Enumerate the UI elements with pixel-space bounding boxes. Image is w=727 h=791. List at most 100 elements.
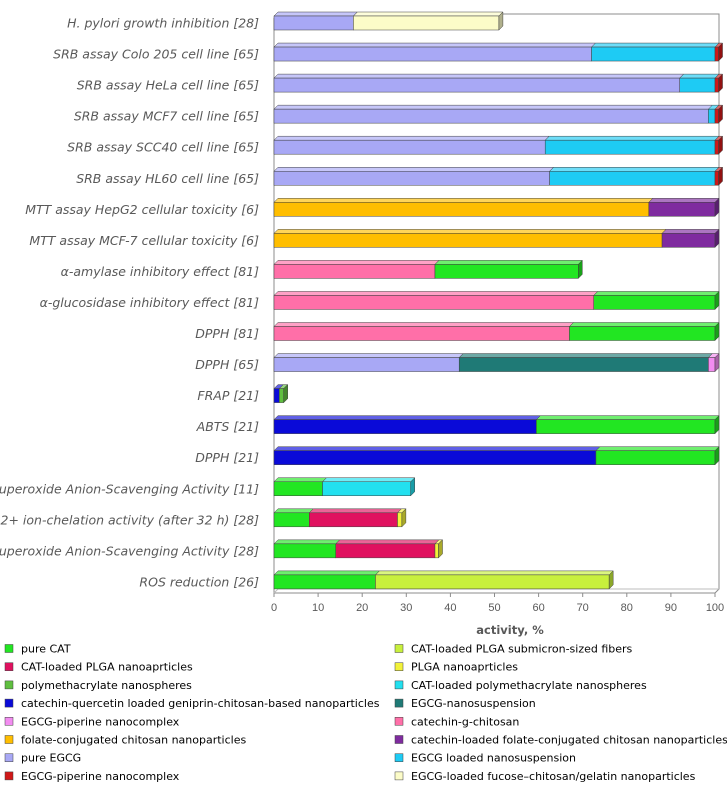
x-tick-label: 40 — [444, 602, 456, 614]
bar-segment — [335, 543, 436, 559]
bar-segment-top — [549, 167, 720, 172]
bar-segment-side — [718, 73, 723, 93]
bar-segment-top — [273, 73, 685, 79]
bar-segment-side — [714, 415, 720, 435]
legend-swatch — [394, 717, 404, 726]
bar-segment — [273, 171, 550, 186]
bar-segment-side — [714, 228, 720, 248]
legend-item: pure CAT — [4, 643, 71, 656]
legend-item: CAT-loaded PLGA submicron-sized fibers — [394, 643, 633, 656]
legend-swatch — [394, 735, 404, 744]
bar-segment — [309, 512, 398, 528]
bar-segment-top — [273, 135, 550, 141]
bar-row — [273, 383, 289, 404]
legend-label: EGCG loaded nanosuspension — [411, 752, 576, 765]
bar-segment — [714, 171, 719, 186]
legend-label: pure CAT — [21, 643, 71, 656]
legend-label: CAT-loaded PLGA nanoaprticles — [21, 661, 193, 674]
bar-row — [273, 104, 724, 124]
bar-segment-side — [498, 11, 504, 31]
category-label: DPPH [65] — [195, 357, 259, 372]
category-label: DPPH [81] — [195, 326, 259, 341]
bar-segment — [708, 357, 716, 372]
bar-segment-top — [273, 229, 667, 234]
legend-swatch — [4, 717, 14, 726]
legend-swatch — [4, 698, 14, 708]
x-tick-label: 10 — [312, 602, 324, 614]
bar-segment — [322, 481, 411, 496]
category-label: α-amylase inhibitory effect [81] — [61, 264, 259, 279]
bar-segment-top — [273, 446, 601, 451]
bar-segment-top — [595, 446, 720, 451]
x-tick-label: 70 — [577, 602, 589, 614]
bar-segment-top — [273, 477, 328, 482]
bar-segment-top — [335, 539, 440, 545]
category-label: FRAP [21] — [197, 388, 259, 403]
legend-item: folate-conjugated chitosan nanoparticles — [4, 734, 246, 747]
legend-swatch — [4, 771, 14, 781]
x-tick-label: 60 — [532, 602, 544, 614]
bar-segment-top — [458, 353, 713, 358]
legend-swatch — [394, 680, 404, 690]
bar-segment — [434, 543, 439, 559]
bar-segment — [273, 326, 570, 341]
legend-swatch — [394, 662, 404, 671]
bar-row — [273, 446, 720, 466]
legend-item: catechin-g-chitosan — [394, 715, 519, 728]
bar-segment — [595, 450, 716, 465]
bar-row — [273, 42, 724, 62]
bar-segment-top — [593, 291, 720, 296]
bar-segment — [714, 46, 719, 62]
bar-segment — [273, 543, 336, 559]
category-labels: H. pylori growth inhibition [28] SRB assa… — [0, 16, 259, 590]
bar-segment — [273, 108, 709, 124]
plot-floor — [273, 588, 719, 594]
legend-swatch — [4, 735, 14, 744]
category-label: Superoxide Anion-Scavenging Activity [11… — [0, 481, 259, 496]
bar-row — [273, 228, 720, 248]
bar-segment-side — [718, 104, 723, 124]
legend-item: EGCG-piperine nanocomplex — [4, 715, 180, 728]
bar-segment-side — [718, 166, 723, 186]
category-label: MTT assay MCF-7 cellular toxicity [6] — [29, 233, 259, 248]
legend-label: EGCG-piperine nanocomplex — [21, 715, 180, 728]
legend-swatch — [4, 644, 14, 653]
category-label: Superoxide Anion-Scavenging Activity [28… — [0, 543, 259, 558]
bar-row — [273, 539, 444, 559]
legend-item: pure EGCG — [4, 752, 81, 765]
category-label: ROS reduction [26] — [139, 574, 259, 589]
bar-segment — [273, 46, 592, 62]
bar-segment-top — [434, 260, 583, 265]
category-label: ABTS [21] — [196, 419, 259, 434]
category-label: SRB assay MCF7 cell line [65] — [74, 109, 259, 124]
x-tick-label: 50 — [488, 602, 500, 614]
bar-segment-side — [714, 197, 720, 217]
bar-segment-top — [273, 11, 358, 17]
bar-segment — [273, 295, 594, 310]
legend-label: EGCG-nanosuspension — [411, 697, 536, 710]
bar-segment-top — [273, 322, 575, 327]
bar-segment-top — [661, 229, 720, 234]
bar-segment — [708, 108, 716, 124]
legend-item: catechin-loaded folate-conjugated chitos… — [394, 734, 727, 747]
bar-segment-top — [273, 167, 555, 172]
bar-segment-side — [714, 446, 720, 466]
x-axis-title: activity, % — [476, 623, 544, 637]
bar-segment — [273, 388, 280, 403]
x-tick-label: 80 — [621, 602, 633, 614]
legend-label: folate-conjugated chitosan nanoparticles — [21, 734, 246, 747]
bar-segment — [273, 574, 376, 590]
bar-row — [273, 11, 504, 31]
legend-swatch — [4, 753, 14, 762]
category-label: α-glucosidase inhibitory effect [81] — [40, 295, 260, 310]
bar-segment — [679, 77, 716, 93]
bar-segment — [273, 77, 680, 93]
bar-segment — [353, 15, 500, 31]
bar-segment — [593, 295, 716, 310]
legend-item: polymethacrylate nanospheres — [4, 679, 192, 692]
bar-segment — [536, 419, 716, 434]
bar-segment-top — [273, 42, 597, 48]
bar-segment — [714, 77, 719, 93]
category-label: MTT assay HepG2 cellular toxicity [6] — [25, 202, 259, 217]
